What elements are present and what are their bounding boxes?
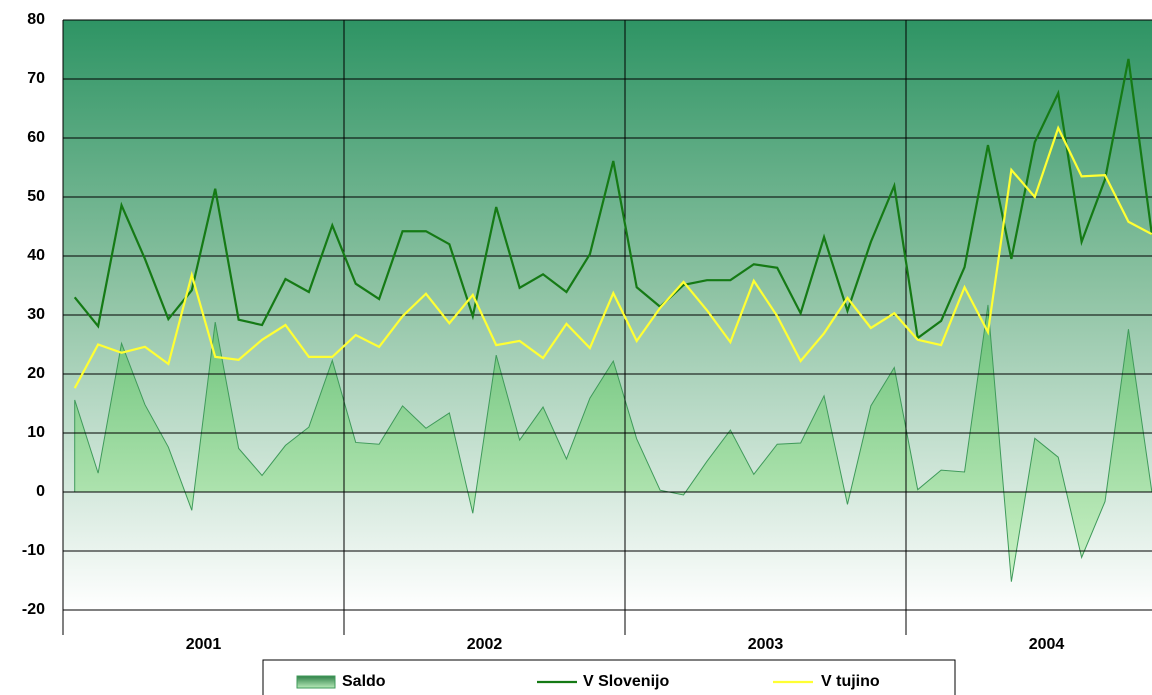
- series-line: [73, 125, 1152, 389]
- y-tick-label: 0: [36, 483, 45, 500]
- y-tick-label: 80: [27, 11, 45, 28]
- x-tick-label: 2004: [1029, 636, 1065, 653]
- legend-label: Saldo: [342, 673, 386, 690]
- y-tick-label: 20: [27, 365, 45, 382]
- area-saldo: [74, 304, 1152, 582]
- y-tick-label: -10: [22, 542, 45, 559]
- x-tick-label: 2002: [467, 636, 503, 653]
- x-tick-label: 2003: [748, 636, 784, 653]
- y-tick-label: 60: [27, 129, 45, 146]
- y-tick-label: -20: [22, 601, 45, 618]
- legend-box: [262, 659, 956, 695]
- legend-label: V Slovenijo: [583, 673, 669, 690]
- legend-label: V tujino: [821, 673, 880, 690]
- y-tick-label: 10: [27, 424, 45, 441]
- y-tick-label: 70: [27, 70, 45, 87]
- x-tick-label: 2001: [186, 636, 222, 653]
- y-tick-label: 30: [27, 306, 45, 323]
- series-line: [73, 58, 1152, 340]
- legend-swatch: [296, 675, 336, 689]
- y-tick-label: 40: [27, 247, 45, 264]
- y-tick-label: 50: [27, 188, 45, 205]
